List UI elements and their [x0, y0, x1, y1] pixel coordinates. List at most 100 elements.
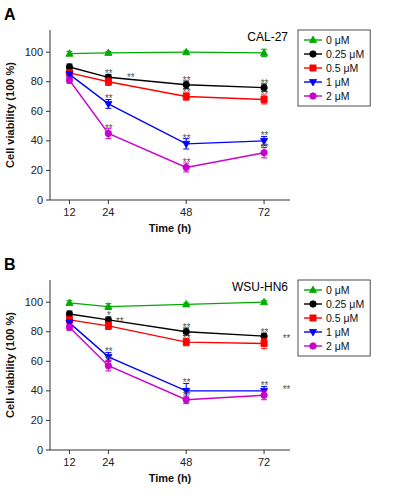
y-axis-line	[50, 280, 51, 450]
x-tick-label: 12	[63, 206, 75, 218]
legend-marker	[310, 93, 316, 99]
annotation: **	[282, 384, 291, 395]
error-bar	[261, 49, 267, 56]
annotation: **	[260, 327, 269, 338]
annotation: **	[182, 333, 191, 344]
x-axis-line	[50, 200, 290, 201]
title: WSU-HN6	[232, 280, 288, 294]
legend-marker	[310, 301, 316, 307]
legend-label: 0 μM	[326, 34, 350, 46]
y-tick	[46, 200, 50, 201]
y-tick-label: 0	[37, 194, 43, 206]
x-tick-label: 72	[258, 206, 270, 218]
x-tick	[264, 450, 265, 454]
series-line	[69, 320, 264, 344]
series-line	[69, 314, 264, 336]
series	[66, 71, 268, 149]
y-tick	[46, 52, 50, 53]
legend: 0 μM0.25 μM0.5 μM1 μM2 μM	[298, 280, 370, 356]
annotation: **	[260, 89, 269, 100]
series	[66, 324, 267, 403]
point	[66, 64, 72, 70]
series-line	[69, 327, 264, 399]
title: CAL-27	[247, 30, 288, 44]
legend-label: 0.5 μM	[326, 62, 358, 74]
plot-area	[66, 48, 268, 172]
x-tick-label: 24	[102, 206, 114, 218]
y-tick	[46, 361, 50, 362]
annotation: **	[182, 322, 191, 333]
error-bar-cap	[261, 103, 267, 104]
annotation: **	[104, 123, 113, 134]
error-bar	[66, 324, 72, 330]
series-line	[69, 73, 264, 100]
error-bar-cap	[261, 399, 267, 400]
legend-label: 1 μM	[326, 326, 350, 338]
y-tick-label: 80	[31, 325, 43, 337]
series	[66, 48, 268, 56]
point	[66, 324, 72, 330]
series-line	[69, 74, 264, 143]
y-axis-label: Cell viability (100 %)	[4, 62, 16, 168]
legend-frame	[298, 280, 370, 356]
annotation: **	[182, 87, 191, 98]
x-axis-label: Time (h)	[149, 222, 192, 234]
point	[105, 303, 112, 309]
point	[183, 300, 190, 306]
x-tick	[69, 200, 70, 204]
error-bar-cap	[261, 338, 267, 339]
series	[66, 317, 267, 349]
series-line	[69, 67, 264, 88]
annotation: **	[182, 390, 191, 401]
error-bar-cap	[261, 348, 267, 349]
y-tick-label: 20	[31, 164, 43, 176]
y-tick	[46, 420, 50, 421]
legend-marker	[310, 65, 316, 71]
error-bar	[261, 338, 267, 348]
legend-label: 1 μM	[326, 76, 350, 88]
legend-label: 0.5 μM	[326, 312, 358, 324]
y-tick-label: 0	[37, 444, 43, 456]
series	[66, 64, 267, 92]
legend-marker	[309, 36, 316, 42]
point	[66, 50, 73, 56]
annotation: **	[126, 72, 135, 83]
point	[183, 48, 190, 54]
x-tick-label: 12	[63, 456, 75, 468]
point	[260, 49, 267, 55]
error-bar-cap	[261, 56, 267, 57]
y-tick	[46, 170, 50, 171]
annotation: **	[282, 333, 291, 344]
legend-marker	[310, 343, 316, 349]
annotation: **	[182, 133, 191, 144]
point	[261, 341, 267, 347]
plot-area	[66, 298, 268, 403]
y-tick-label: 60	[31, 105, 43, 117]
error-bar	[66, 64, 72, 70]
x-tick	[186, 450, 187, 454]
annotation: **	[182, 157, 191, 168]
error-bar-cap	[183, 171, 189, 172]
x-tick	[264, 200, 265, 204]
x-tick-label: 72	[258, 456, 270, 468]
x-tick	[186, 200, 187, 204]
x-axis-line	[50, 450, 290, 451]
y-axis-line	[50, 30, 51, 200]
y-tick	[46, 302, 50, 303]
series-line	[69, 52, 264, 53]
panel: 02040608010012244872Time (h)Cell viabili…	[4, 256, 370, 484]
legend-label: 0.25 μM	[326, 48, 364, 60]
error-bar-cap	[183, 149, 189, 150]
y-axis-label: Cell viability (100 %)	[4, 312, 16, 418]
point	[260, 298, 267, 304]
y-tick	[46, 390, 50, 391]
annotation: **	[260, 142, 269, 153]
legend-marker	[309, 329, 316, 335]
y-tick	[46, 140, 50, 141]
x-tick	[69, 450, 70, 454]
series	[66, 70, 267, 104]
error-bar	[105, 322, 111, 329]
point	[66, 311, 72, 317]
y-tick-label: 100	[25, 46, 43, 58]
y-tick	[46, 450, 50, 451]
